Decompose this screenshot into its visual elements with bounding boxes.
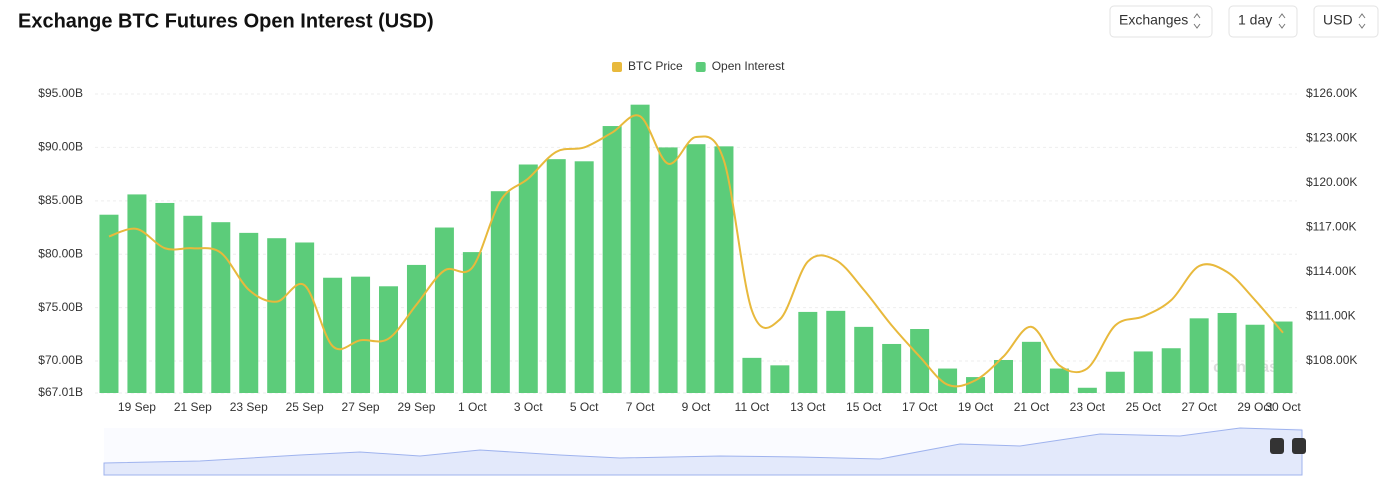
x-tick-label: 9 Oct [682, 400, 711, 414]
bar [490, 191, 510, 393]
bar [1161, 348, 1181, 393]
y-tick-label: $90.00B [38, 140, 83, 154]
bar [882, 343, 902, 393]
x-tick-label: 19 Oct [958, 400, 994, 414]
x-tick-label: 7 Oct [626, 400, 655, 414]
bar [854, 326, 874, 393]
y-tick-label: $85.00B [38, 193, 83, 207]
bar [993, 359, 1013, 393]
bar [1105, 371, 1125, 393]
bar [1217, 312, 1237, 393]
x-tick-label: 11 Oct [735, 400, 770, 414]
y2-tick-label: $126.00K [1306, 86, 1357, 100]
legend-label: BTC Price [628, 59, 683, 73]
dropdown-label[interactable]: Exchanges [1119, 12, 1188, 28]
x-tick-label: 21 Oct [1014, 400, 1050, 414]
x-tick-label: 25 Oct [1126, 400, 1162, 414]
x-tick-label: 15 Oct [846, 400, 882, 414]
chart-title: Exchange BTC Futures Open Interest (USD) [18, 10, 434, 32]
bar [323, 277, 343, 393]
x-tick-label: 1 Oct [458, 400, 487, 414]
y2-tick-label: $117.00K [1306, 220, 1357, 234]
x-tick-label: 27 Oct [1181, 400, 1217, 414]
bar [211, 222, 231, 393]
bar [462, 252, 482, 393]
dropdown-label[interactable]: USD [1323, 12, 1353, 28]
x-tick-label: 23 Oct [1070, 400, 1106, 414]
bar [826, 310, 846, 393]
bar [546, 159, 566, 393]
y2-tick-label: $111.00K [1306, 309, 1356, 323]
x-tick-label: 5 Oct [570, 400, 599, 414]
bar [155, 202, 175, 393]
x-tick-label: 23 Sep [230, 400, 268, 414]
x-tick-label: 17 Oct [902, 400, 938, 414]
x-tick-label: 13 Oct [790, 400, 826, 414]
y-tick-label: $80.00B [38, 246, 83, 260]
x-tick-label: 25 Sep [286, 400, 324, 414]
x-tick-label: 29 Oct [1237, 400, 1273, 414]
x-tick-label: 19 Sep [118, 400, 156, 414]
x-tick-label: 27 Sep [342, 400, 380, 414]
legend-swatch [612, 62, 622, 72]
bar [966, 377, 986, 393]
bar [602, 126, 622, 394]
bar [630, 104, 650, 394]
dropdown[interactable]: Exchanges [1109, 5, 1213, 38]
y2-tick-label: $114.00K [1306, 264, 1357, 278]
x-tick-label: 30 Oct [1265, 400, 1301, 414]
bar [1133, 351, 1153, 393]
bar [714, 146, 734, 393]
bar [1273, 321, 1293, 393]
legend-label: Open Interest [712, 59, 785, 73]
bar [518, 164, 538, 393]
y2-tick-label: $123.00K [1306, 131, 1357, 145]
bar [99, 214, 119, 393]
bar [267, 238, 287, 393]
y2-tick-label: $108.00K [1306, 353, 1357, 367]
x-tick-label: 29 Sep [397, 400, 435, 414]
bar [351, 276, 371, 393]
bar [295, 242, 315, 393]
bar [658, 147, 678, 393]
y-tick-label: $75.00B [38, 300, 83, 314]
bar [910, 329, 930, 393]
bar [798, 311, 818, 393]
bar [1077, 387, 1097, 393]
bar [127, 194, 147, 393]
dropdown-label[interactable]: 1 day [1238, 12, 1272, 28]
bar [406, 264, 426, 393]
bar [1049, 368, 1069, 393]
y-tick-label: $67.01B [38, 385, 83, 399]
navigator[interactable] [103, 427, 1306, 476]
bar [1189, 318, 1209, 393]
bar [770, 365, 790, 393]
y-tick-label: $70.00B [38, 353, 83, 367]
bar [1245, 324, 1265, 393]
y2-tick-label: $120.00K [1306, 175, 1357, 189]
legend-swatch [695, 62, 706, 72]
bar [434, 227, 454, 393]
x-tick-label: 21 Sep [174, 400, 212, 414]
bar [1021, 341, 1041, 393]
bar [239, 232, 259, 393]
bar [183, 215, 203, 393]
price-line [108, 114, 1284, 388]
bar [686, 144, 706, 393]
bar [742, 357, 762, 393]
x-tick-label: 3 Oct [514, 400, 543, 414]
bar [574, 161, 594, 393]
y-tick-label: $95.00B [38, 86, 83, 100]
dropdown[interactable]: 1 day [1228, 5, 1298, 38]
dropdown[interactable]: USD [1313, 5, 1379, 38]
